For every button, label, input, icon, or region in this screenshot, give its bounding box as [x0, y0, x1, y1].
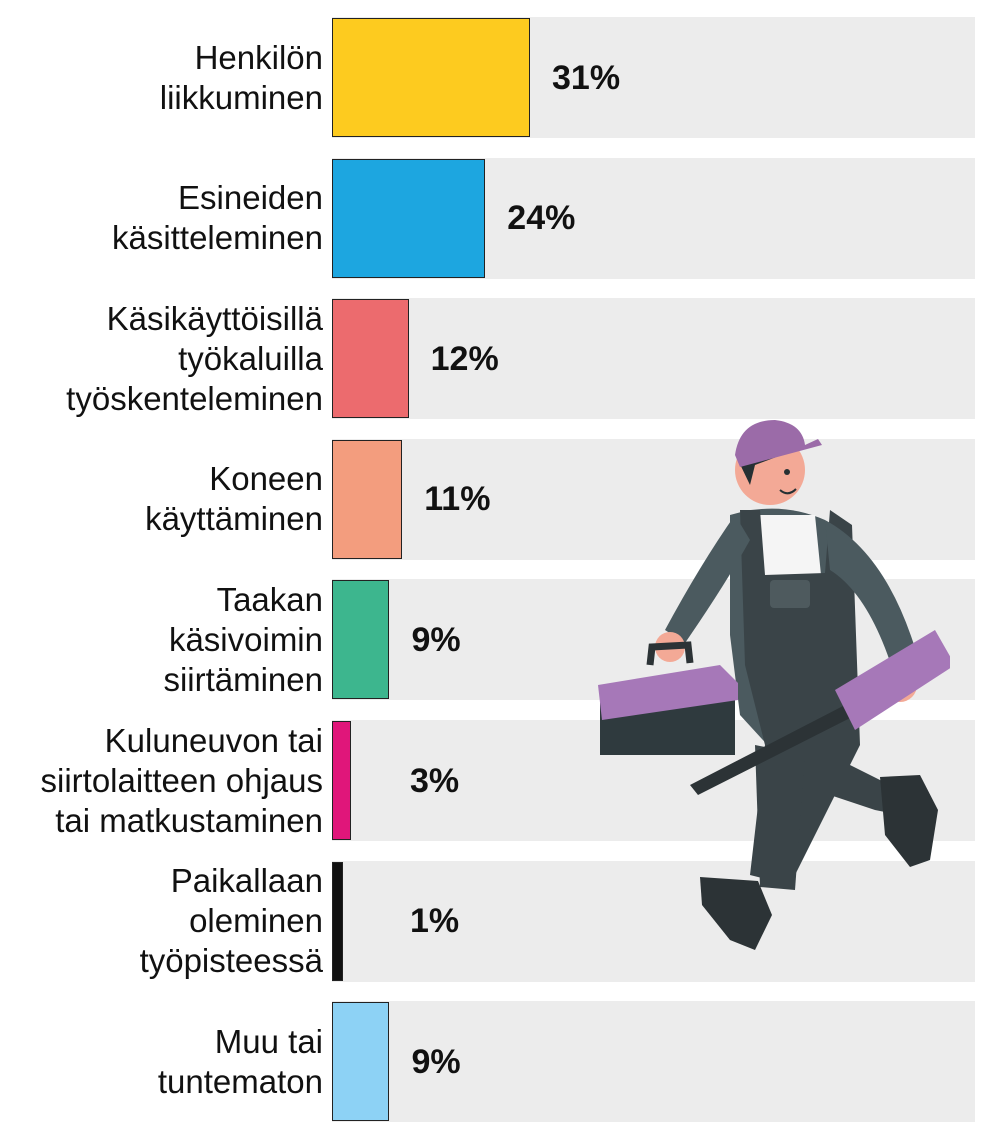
toolbox-handle	[646, 641, 694, 666]
worker-smile	[779, 488, 797, 495]
value-label: 11%	[424, 480, 491, 519]
screwdriver-handle	[835, 630, 950, 730]
screwdriver-shaft	[690, 705, 852, 795]
toolbox-lid	[598, 665, 738, 720]
bar	[332, 721, 352, 840]
worker-eye	[784, 469, 790, 475]
category-label: Henkilön liikkuminen	[159, 38, 323, 116]
bar	[332, 861, 343, 981]
worker-front-shoe	[700, 877, 772, 950]
value-label: 3%	[410, 761, 460, 800]
bar	[332, 18, 530, 137]
cap-icon	[735, 420, 822, 467]
category-label: Muu tai tuntematon	[157, 1022, 323, 1100]
bar	[332, 1002, 390, 1122]
worker-front-leg	[755, 745, 805, 890]
value-label: 1%	[410, 902, 460, 941]
bar-track	[332, 860, 975, 982]
bar-track	[332, 1001, 975, 1123]
value-label: 9%	[411, 1042, 461, 1081]
value-label: 24%	[507, 199, 576, 238]
value-label: 9%	[411, 620, 461, 659]
bar-track	[332, 438, 975, 560]
worker-right-arm	[825, 520, 920, 677]
bar	[332, 158, 486, 278]
category-label: Paikallaan oleminen työpisteessä	[139, 862, 323, 980]
category-label: Kuluneuvon tai siirtolaitteen ohjaus tai m…	[40, 721, 324, 839]
value-label: 31%	[552, 58, 621, 97]
category-label: Käsikäyttöisillä työkaluilla työskentelemi…	[66, 299, 323, 417]
worker-illustration	[598, 420, 950, 950]
worker-left-arm	[665, 515, 750, 643]
category-label: Koneen käyttäminen	[145, 460, 323, 538]
worker-back-shoe	[880, 775, 938, 867]
bar	[332, 439, 403, 559]
category-label: Esineiden käsitteleminen	[112, 179, 323, 257]
worker-shirt	[755, 515, 822, 590]
worker-pocket	[770, 580, 810, 608]
bar-track	[332, 298, 975, 420]
category-label: Taakan käsivoimin siirtäminen	[163, 580, 323, 698]
bar	[332, 299, 409, 419]
bar	[332, 580, 390, 700]
value-label: 12%	[430, 339, 499, 378]
